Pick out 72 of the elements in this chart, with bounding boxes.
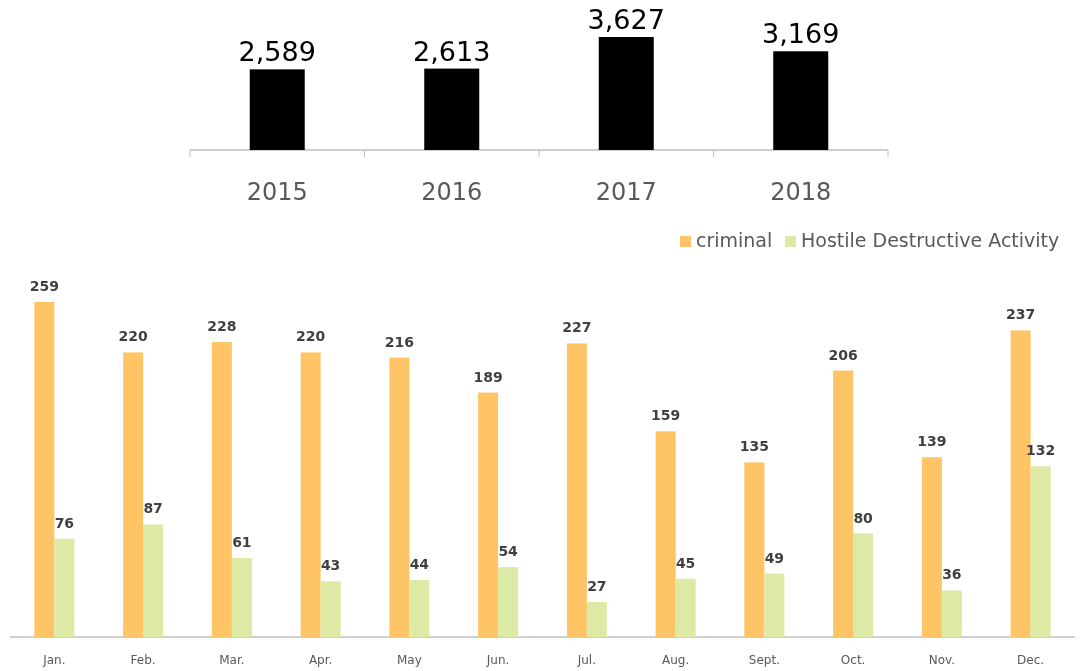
- x-tick-label: 2018: [770, 178, 832, 206]
- data-label: 76: [54, 514, 75, 531]
- bar: [833, 370, 854, 637]
- x-tick-label: Mar.: [219, 653, 245, 667]
- bar: [675, 578, 696, 637]
- x-tick-label: Sept.: [748, 653, 780, 667]
- x-tick-label: 2017: [595, 178, 657, 206]
- bar: [853, 533, 874, 637]
- data-label: 220: [296, 328, 326, 345]
- x-tick-label: Aug.: [662, 653, 690, 667]
- x-tick-label: Apr.: [308, 653, 333, 667]
- x-tick-label: Oct.: [840, 653, 866, 667]
- legend-label: criminal: [696, 229, 773, 251]
- bar: [744, 462, 765, 637]
- data-label: 220: [118, 328, 148, 345]
- bar: [143, 524, 164, 637]
- bar: [598, 37, 654, 150]
- data-label: 216: [384, 333, 414, 350]
- x-tick-label: May: [396, 653, 422, 667]
- data-label: 49: [764, 549, 785, 566]
- legend-label: Hostile Destructive Activity: [801, 229, 1060, 251]
- bar: [249, 69, 305, 150]
- data-label: 2,589: [238, 36, 316, 68]
- x-tick-label: 2016: [421, 178, 483, 206]
- bar: [54, 538, 75, 637]
- data-label: 3,169: [762, 18, 840, 50]
- bar: [300, 352, 321, 637]
- bar: [764, 573, 785, 637]
- data-label: 80: [853, 509, 874, 526]
- bar: [655, 431, 676, 637]
- data-label: 61: [232, 534, 252, 551]
- bar: [389, 357, 410, 637]
- x-tick-label: Jun.: [485, 653, 510, 667]
- bar: [409, 580, 430, 637]
- bar: [34, 302, 55, 637]
- data-label: 2,613: [413, 35, 491, 67]
- data-label: 44: [409, 556, 430, 573]
- data-label: 227: [562, 319, 592, 336]
- data-label: 135: [739, 438, 769, 455]
- bar: [123, 352, 144, 637]
- x-tick-label: Jan.: [42, 653, 66, 667]
- x-tick-label: 2015: [246, 178, 308, 206]
- bar: [211, 342, 232, 637]
- data-label: 27: [587, 578, 607, 595]
- data-label: 87: [143, 500, 163, 517]
- x-tick-label: Nov.: [928, 653, 956, 667]
- data-label: 259: [29, 278, 59, 294]
- bar: [1030, 466, 1051, 637]
- data-label: 3,627: [587, 4, 665, 35]
- data-label: 45: [675, 554, 696, 571]
- data-label: 237: [1006, 306, 1036, 323]
- data-label: 189: [473, 368, 503, 385]
- bar: [498, 567, 519, 637]
- data-label: 159: [651, 407, 681, 424]
- data-label: 54: [498, 543, 519, 560]
- data-label: 36: [942, 566, 962, 583]
- bar: [773, 51, 829, 150]
- bar: [424, 68, 480, 150]
- x-tick-label: Feb.: [130, 653, 156, 667]
- data-label: 43: [320, 557, 341, 574]
- data-label: 139: [917, 433, 947, 450]
- x-tick-label: Jul.: [576, 653, 597, 667]
- bar: [921, 457, 942, 637]
- data-label: 206: [828, 346, 858, 363]
- x-tick-label: Dec.: [1017, 653, 1045, 667]
- bar: [941, 590, 962, 637]
- bar: [231, 558, 252, 637]
- data-label: 228: [207, 318, 237, 335]
- bar: [566, 343, 587, 637]
- bar: [586, 602, 607, 637]
- bar: [478, 392, 499, 637]
- bar: [320, 581, 341, 637]
